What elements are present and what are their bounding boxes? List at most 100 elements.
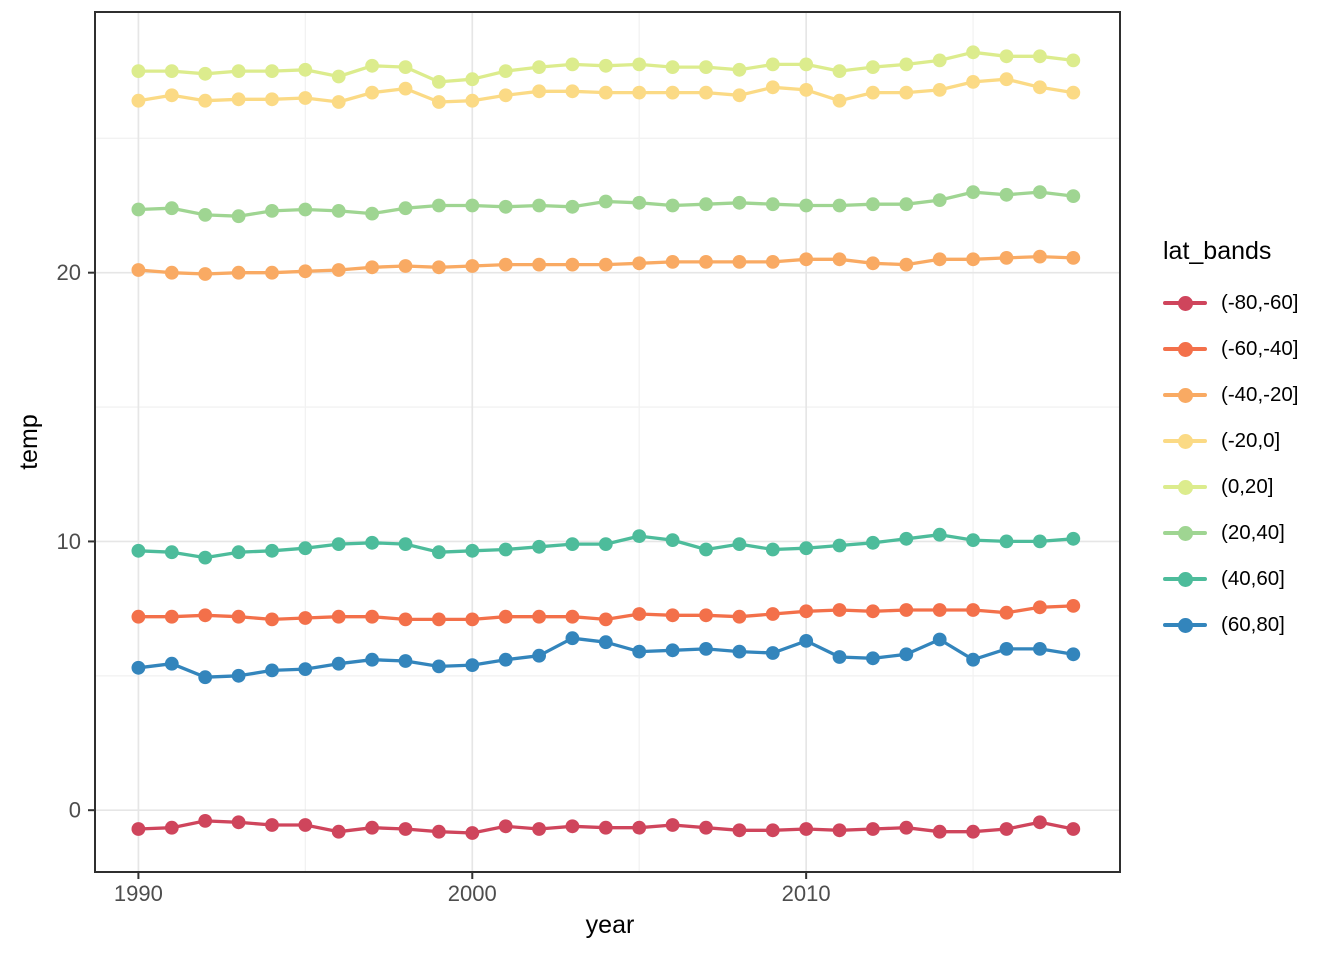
data-point	[198, 93, 213, 108]
data-point	[832, 93, 847, 108]
data-point	[966, 824, 980, 839]
data-point	[665, 198, 680, 213]
legend-key-icon	[1163, 326, 1207, 372]
data-point	[498, 652, 513, 667]
x-axis-ticks: 1990 2000 2010	[114, 872, 831, 906]
data-point	[198, 814, 213, 828]
data-point	[331, 609, 346, 624]
legend-entry: (-80,-60]	[1163, 280, 1339, 326]
data-point	[1066, 85, 1081, 100]
legend-entry: (20,40]	[1163, 510, 1339, 556]
series-(20,40]	[131, 185, 1081, 224]
data-point	[532, 648, 546, 663]
data-point	[298, 818, 313, 832]
data-point	[699, 608, 713, 623]
data-point	[699, 642, 713, 656]
data-point	[231, 64, 246, 78]
y-axis-ticks: 0 10 20	[57, 260, 95, 823]
data-point	[598, 85, 613, 100]
data-point	[164, 265, 179, 280]
data-point	[665, 255, 680, 269]
data-point	[932, 83, 947, 97]
legend: lat_bands (-80,-60] (-60,-40] (-40,-20] (-2…	[1163, 236, 1339, 648]
data-point	[966, 252, 980, 267]
data-point	[298, 541, 313, 556]
data-point	[932, 632, 947, 647]
data-point	[866, 651, 880, 666]
data-point	[1066, 53, 1081, 68]
data-point	[198, 66, 213, 81]
data-point	[231, 265, 246, 280]
data-point	[899, 85, 914, 100]
data-point	[765, 197, 780, 212]
data-point	[899, 603, 914, 617]
data-point	[799, 198, 814, 213]
data-point	[365, 609, 379, 624]
data-point	[532, 539, 546, 554]
data-point	[131, 660, 146, 675]
data-point	[632, 607, 647, 621]
data-point	[498, 64, 513, 78]
data-point	[899, 57, 914, 72]
data-point	[565, 84, 580, 99]
data-point	[999, 72, 1014, 87]
data-point	[799, 604, 814, 619]
data-point	[899, 257, 914, 272]
data-point	[432, 824, 446, 839]
data-point	[999, 49, 1014, 64]
data-point	[265, 64, 279, 78]
data-point	[565, 537, 580, 551]
data-point	[899, 647, 914, 662]
data-point	[832, 252, 847, 267]
x-tick-label: 2000	[448, 881, 497, 906]
data-point	[932, 603, 947, 617]
data-point	[732, 195, 747, 210]
data-point	[732, 537, 747, 551]
data-point	[298, 202, 313, 217]
data-point	[999, 251, 1014, 265]
data-point	[432, 198, 446, 213]
data-point	[1033, 534, 1047, 549]
data-point	[465, 259, 480, 273]
data-point	[665, 818, 680, 832]
data-point	[432, 75, 446, 89]
data-point	[932, 527, 947, 542]
legend-key-icon	[1163, 602, 1207, 648]
data-point	[899, 820, 914, 835]
data-point	[398, 537, 413, 551]
data-point	[765, 646, 780, 660]
data-point	[1066, 189, 1081, 204]
data-point	[398, 259, 413, 273]
data-point	[298, 611, 313, 625]
series-(0,20]	[131, 45, 1081, 89]
data-point	[598, 612, 613, 627]
data-point	[331, 95, 346, 109]
data-point	[231, 609, 246, 624]
legend-title: lat_bands	[1163, 237, 1272, 265]
data-point	[598, 820, 613, 835]
legend-entry: (-20,0]	[1163, 418, 1339, 464]
data-point	[665, 643, 680, 658]
data-point	[131, 263, 146, 277]
legend-key-icon	[1163, 280, 1207, 326]
data-point	[632, 820, 647, 835]
data-point	[231, 545, 246, 560]
data-point	[365, 58, 379, 73]
data-point	[832, 64, 847, 78]
data-point	[331, 204, 346, 218]
series-(60,80]	[131, 631, 1081, 685]
data-point	[398, 60, 413, 74]
data-point	[765, 80, 780, 95]
data-point	[498, 819, 513, 834]
data-point	[832, 823, 847, 838]
data-point	[398, 612, 413, 627]
data-point	[999, 642, 1014, 656]
legend-entry: (-40,-20]	[1163, 372, 1339, 418]
legend-entry-label: (60,80]	[1221, 613, 1285, 636]
data-point	[999, 822, 1014, 836]
data-point	[732, 644, 747, 659]
data-point	[432, 659, 446, 674]
data-point	[598, 537, 613, 551]
data-point	[1033, 815, 1047, 830]
data-point	[1066, 251, 1081, 265]
